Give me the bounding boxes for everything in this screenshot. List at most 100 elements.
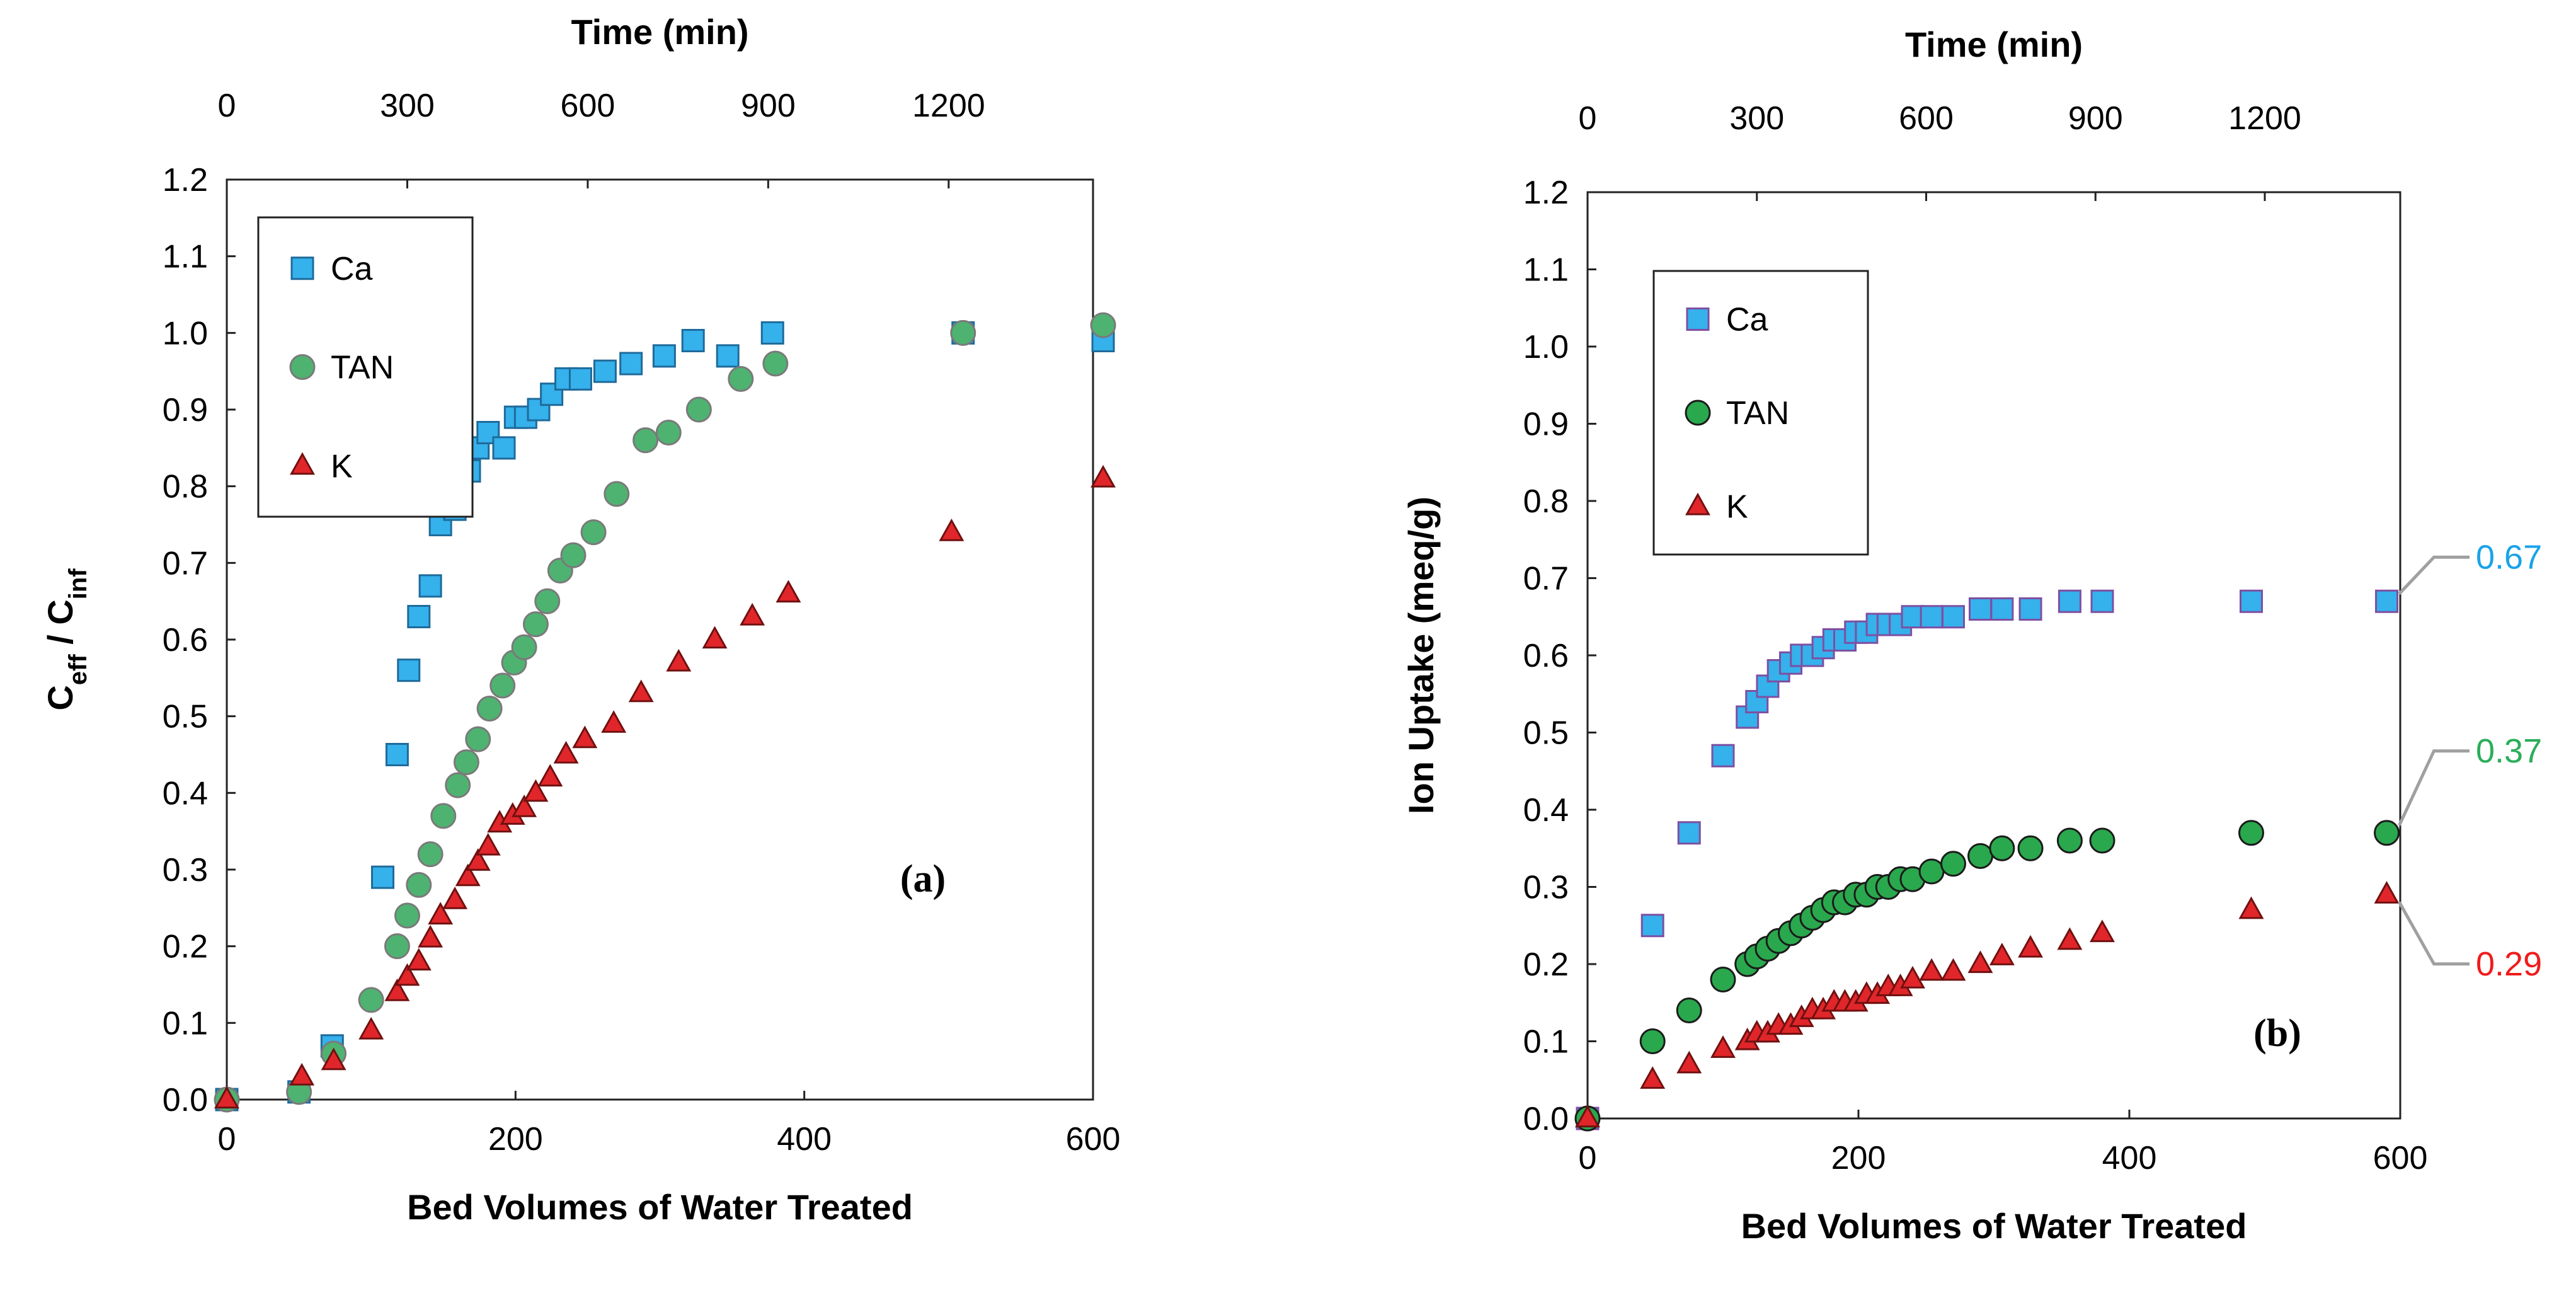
data-point-tan xyxy=(1940,851,1966,877)
data-point-tan xyxy=(728,365,754,392)
data-point-k xyxy=(455,863,481,887)
top-tick-label: 900 xyxy=(741,88,796,124)
legend-label-tan: TAN xyxy=(331,350,394,386)
x-tick-label: 200 xyxy=(488,1121,543,1158)
data-point-tan xyxy=(762,350,789,377)
panel-a-top-axis-title: Time (min) xyxy=(571,12,748,52)
data-point-k xyxy=(776,580,801,603)
data-point-ca xyxy=(681,329,705,352)
data-point-tan xyxy=(2374,820,2400,846)
panel-a-x-tick-labels: 0 200 400 600 xyxy=(218,1121,1121,1158)
panel-b-top-axis-title: Time (min) xyxy=(1905,25,2083,64)
y-tick-label: 0.2 xyxy=(163,929,208,965)
panel-b-legend: Ca TAN K xyxy=(1652,270,1869,556)
y-tick-label: 0.8 xyxy=(163,469,208,505)
data-point-ca xyxy=(418,574,442,598)
data-point-k xyxy=(2238,896,2264,919)
data-point-tan xyxy=(394,902,420,929)
data-point-k xyxy=(1967,950,1993,974)
data-point-tan xyxy=(534,588,561,614)
data-point-k xyxy=(628,679,654,703)
data-point-k xyxy=(2090,919,2115,943)
panel-a-y-tick-labels: 0.0 0.1 0.2 0.3 0.4 0.5 0.6 0.7 0.8 0.9 1.0 1.1 1.2 xyxy=(163,162,208,1118)
data-point-k xyxy=(214,1086,239,1109)
data-point-ca xyxy=(619,352,643,376)
data-point-tan xyxy=(358,987,384,1013)
data-point-tan xyxy=(384,933,410,960)
data-point-k xyxy=(939,518,965,541)
data-point-ca xyxy=(716,344,740,368)
legend-label-k: K xyxy=(1726,489,1748,526)
data-point-k xyxy=(428,902,454,925)
data-point-ca xyxy=(593,359,617,383)
data-point-k xyxy=(537,764,563,787)
y-tick-label: 0.6 xyxy=(163,622,208,658)
data-point-k xyxy=(384,978,410,1001)
data-point-k xyxy=(1940,958,1966,981)
callout-value-ca: 0.67 xyxy=(2476,538,2542,576)
data-point-tan xyxy=(522,611,549,638)
top-tick-label: 0 xyxy=(218,88,236,124)
data-point-tan xyxy=(1090,312,1116,338)
data-point-ca xyxy=(568,367,592,391)
panel-a-x-axis-title: Bed Volumes of Water Treated xyxy=(407,1187,913,1227)
data-point-k xyxy=(1900,965,1925,989)
data-point-tan xyxy=(2089,827,2115,854)
panel-b-y-axis-title: Ion Uptake (meq/g) xyxy=(1401,497,1441,814)
panel-b-x-axis-title: Bed Volumes of Water Treated xyxy=(1741,1206,2247,1246)
ylabel-sub-inf: inf xyxy=(64,568,92,600)
data-point-k xyxy=(1676,1050,1702,1074)
y-tick-label: 0.5 xyxy=(163,699,208,735)
y-tick-label: 0.7 xyxy=(1523,561,1569,597)
data-point-tan xyxy=(430,803,457,829)
y-tick-label: 0.7 xyxy=(163,545,208,582)
data-point-k xyxy=(512,794,537,817)
data-point-tan xyxy=(1918,858,1945,885)
data-point-tan xyxy=(1639,1028,1666,1054)
data-point-tan xyxy=(560,542,587,568)
data-point-k xyxy=(321,1047,346,1071)
data-point-k xyxy=(1710,1035,1736,1058)
y-tick-label: 1.1 xyxy=(163,239,208,275)
data-point-tan xyxy=(655,420,682,446)
data-point-tan xyxy=(580,519,607,546)
callout-leader-k xyxy=(2398,901,2470,966)
top-tick-label: 600 xyxy=(1899,100,1954,137)
panel-b-data-marks xyxy=(1574,589,2400,1132)
top-tick-label: 300 xyxy=(380,88,435,124)
data-point-ca xyxy=(492,436,516,460)
data-point-ca xyxy=(1990,597,2014,621)
data-point-k xyxy=(702,626,728,649)
y-tick-label: 1.2 xyxy=(163,162,208,198)
legend-label-k: K xyxy=(331,448,353,485)
data-point-ca xyxy=(2058,589,2081,613)
data-point-tan xyxy=(604,481,630,507)
y-tick-label: 0.3 xyxy=(1523,870,1569,906)
data-point-k xyxy=(406,948,432,971)
data-point-ca xyxy=(1677,821,1701,845)
data-point-k xyxy=(523,779,549,802)
legend-label-tan: TAN xyxy=(1726,395,1789,432)
panel-b-y-tick-labels: 0.0 0.1 0.2 0.3 0.4 0.5 0.6 0.7 0.8 0.9 1.0 1.1 1.2 xyxy=(1523,175,1569,1137)
data-point-tan xyxy=(1989,835,2015,861)
data-point-tan xyxy=(445,772,471,798)
data-point-tan xyxy=(633,427,659,454)
y-tick-label: 0.5 xyxy=(1523,715,1569,752)
x-tick-label: 600 xyxy=(2373,1140,2428,1176)
data-point-tan xyxy=(1676,997,1702,1023)
ylabel-c-eff: C xyxy=(40,685,80,710)
data-point-k xyxy=(465,848,491,871)
data-point-k xyxy=(601,710,627,733)
legend-marker-k xyxy=(290,452,315,475)
data-point-tan xyxy=(476,696,503,721)
data-point-ca xyxy=(760,321,784,345)
panel-a-label: (a) xyxy=(900,858,946,900)
callout-value-tan: 0.37 xyxy=(2476,732,2542,770)
panel-a: 0.00.10.20.30.40.50.60.70.80.91.01.11.2 … xyxy=(40,12,1120,1227)
data-point-ca xyxy=(397,658,421,682)
data-point-tan xyxy=(465,726,491,752)
data-point-k xyxy=(1575,1105,1600,1128)
data-point-ca xyxy=(385,743,409,766)
panel-b-x-tick-labels: 0 200 400 600 xyxy=(1579,1140,2428,1176)
data-point-k xyxy=(418,924,444,948)
